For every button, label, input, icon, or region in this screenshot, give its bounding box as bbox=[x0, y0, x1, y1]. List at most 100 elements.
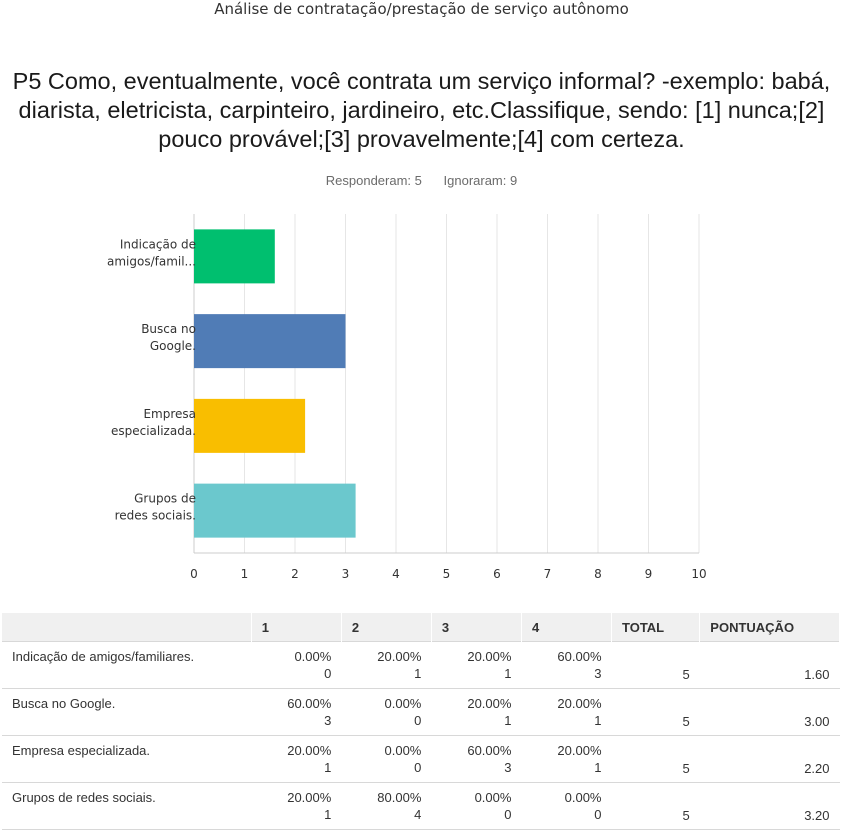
percent-value: 20.00% bbox=[467, 649, 512, 664]
response-cell: 0.00% 0 bbox=[251, 641, 342, 689]
bar[interactable] bbox=[194, 314, 346, 369]
response-cell: 0.00% 0 bbox=[341, 735, 432, 783]
table-row: Empresa especializada. 20.00% 1 0.00% 0 60.00… bbox=[2, 735, 840, 783]
bar[interactable] bbox=[194, 229, 275, 284]
column-header: 4 bbox=[521, 613, 613, 642]
x-tick-label: 0 bbox=[190, 567, 198, 581]
bars bbox=[194, 229, 356, 538]
percent-value: 60.00% bbox=[557, 649, 602, 664]
row-label: Empresa especializada. bbox=[2, 735, 252, 783]
count-value: 0 bbox=[504, 807, 512, 822]
total-value: 5 bbox=[611, 735, 700, 783]
percent-value: 0.00% bbox=[384, 696, 422, 711]
response-cell: 60.00% 3 bbox=[521, 641, 612, 689]
score-value: 1.60 bbox=[699, 641, 840, 689]
response-cell: 60.00% 3 bbox=[431, 735, 522, 783]
survey-title: Análise de contratação/prestação de serv… bbox=[214, 0, 629, 18]
response-cell: 20.00% 1 bbox=[521, 735, 612, 783]
bar[interactable] bbox=[194, 483, 356, 538]
percent-value: 0.00% bbox=[384, 743, 422, 758]
x-tick-label: 8 bbox=[594, 567, 602, 581]
bar-chart: Indicação de amigos/famil... Busca no Googl… bbox=[107, 214, 707, 581]
bar[interactable] bbox=[194, 398, 306, 453]
column-header: TOTAL bbox=[611, 613, 701, 642]
row-label: Busca no Google. bbox=[2, 688, 252, 736]
count-value: 1 bbox=[594, 760, 602, 775]
x-tick-label: 9 bbox=[645, 567, 653, 581]
category-label-line: Busca no bbox=[141, 322, 196, 336]
total-value: 5 bbox=[611, 782, 700, 830]
row-label: Indicação de amigos/familiares. bbox=[2, 641, 252, 689]
count-value: 1 bbox=[504, 713, 512, 728]
category-label-line: especializada. bbox=[111, 424, 196, 438]
response-cell: 0.00% 0 bbox=[521, 782, 612, 830]
x-tick-label: 1 bbox=[241, 567, 249, 581]
column-header: 3 bbox=[431, 613, 522, 642]
response-stats: Responderam: 5 Ignoraram: 9 bbox=[0, 173, 843, 188]
category-labels: Indicação de amigos/famil... Busca no Googl… bbox=[107, 237, 196, 522]
category-label-line: Indicação de bbox=[120, 237, 196, 251]
percent-value: 20.00% bbox=[377, 649, 422, 664]
category-label-line: amigos/famil... bbox=[107, 254, 196, 268]
count-value: 1 bbox=[594, 713, 602, 728]
response-cell: 0.00% 0 bbox=[431, 782, 522, 830]
column-header bbox=[2, 613, 252, 642]
response-cell: 80.00% 4 bbox=[341, 782, 432, 830]
total-value: 5 bbox=[611, 641, 700, 689]
table-row: Indicação de amigos/familiares. 0.00% 0 20.… bbox=[2, 641, 840, 689]
column-header: 2 bbox=[341, 613, 432, 642]
category-label: Busca no Google. bbox=[141, 322, 196, 353]
response-cell: 0.00% 0 bbox=[341, 688, 432, 736]
x-tick-labels: 0 1 2 3 4 5 6 7 8 9 10 bbox=[190, 567, 706, 581]
response-cell: 20.00% 1 bbox=[341, 641, 432, 689]
column-header: 1 bbox=[251, 613, 342, 642]
table-body: Indicação de amigos/familiares. 0.00% 0 20.… bbox=[2, 641, 840, 830]
category-label-line: redes sociais. bbox=[115, 509, 196, 523]
x-tick-label: 3 bbox=[342, 567, 350, 581]
count-value: 1 bbox=[504, 666, 512, 681]
table-header: 1 2 3 4 TOTAL PONTUAÇÃO bbox=[2, 613, 840, 642]
response-cell: 20.00% 1 bbox=[521, 688, 612, 736]
score-value: 3.00 bbox=[699, 688, 840, 736]
count-value: 0 bbox=[414, 713, 422, 728]
response-cell: 20.00% 1 bbox=[251, 782, 342, 830]
percent-value: 20.00% bbox=[557, 696, 602, 711]
row-label: Grupos de redes sociais. bbox=[2, 782, 252, 830]
x-tick-label: 4 bbox=[392, 567, 400, 581]
table-row: Grupos de redes sociais. 20.00% 1 80.00% 4 0.… bbox=[2, 782, 840, 830]
count-value: 3 bbox=[324, 713, 332, 728]
percent-value: 0.00% bbox=[294, 649, 332, 664]
response-cell: 20.00% 1 bbox=[431, 688, 522, 736]
count-value: 3 bbox=[504, 760, 512, 775]
response-cell: 60.00% 3 bbox=[251, 688, 342, 736]
x-tick-label: 10 bbox=[691, 567, 706, 581]
count-value: 0 bbox=[324, 666, 332, 681]
x-tick-label: 5 bbox=[443, 567, 451, 581]
percent-value: 20.00% bbox=[557, 743, 602, 758]
category-label: Indicação de amigos/famil... bbox=[107, 237, 196, 268]
response-cell: 20.00% 1 bbox=[431, 641, 522, 689]
category-label-line: Grupos de bbox=[134, 492, 196, 506]
count-value: 0 bbox=[594, 807, 602, 822]
total-value: 5 bbox=[611, 688, 700, 736]
percent-value: 80.00% bbox=[377, 790, 422, 805]
percent-value: 0.00% bbox=[564, 790, 602, 805]
count-value: 1 bbox=[324, 807, 332, 822]
answered-count: Responderam: 5 bbox=[325, 173, 422, 188]
count-value: 3 bbox=[594, 666, 602, 681]
response-cell: 20.00% 1 bbox=[251, 735, 342, 783]
results-table: 1 2 3 4 TOTAL PONTUAÇÃO Indicação de amigos/f… bbox=[2, 613, 840, 830]
score-value: 2.20 bbox=[699, 735, 840, 783]
percent-value: 0.00% bbox=[474, 790, 512, 805]
category-label: Grupos de redes sociais. bbox=[115, 492, 196, 523]
x-tick-label: 2 bbox=[291, 567, 299, 581]
category-label-line: Empresa bbox=[143, 407, 196, 421]
question-title: P5 Como, eventualmente, você contrata um… bbox=[12, 68, 831, 152]
x-tick-label: 7 bbox=[544, 567, 552, 581]
percent-value: 20.00% bbox=[287, 743, 332, 758]
count-value: 1 bbox=[414, 666, 422, 681]
score-value: 3.20 bbox=[699, 782, 840, 830]
percent-value: 60.00% bbox=[287, 696, 332, 711]
percent-value: 60.00% bbox=[467, 743, 512, 758]
count-value: 4 bbox=[414, 807, 422, 822]
